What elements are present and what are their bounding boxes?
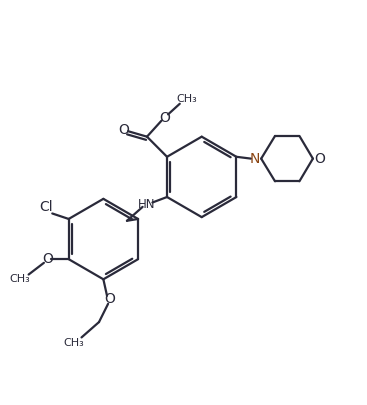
Text: O: O — [118, 124, 129, 137]
Text: Cl: Cl — [39, 200, 52, 214]
Text: HN: HN — [138, 198, 156, 211]
Text: O: O — [159, 111, 170, 125]
Text: N: N — [250, 151, 260, 166]
Text: CH₃: CH₃ — [63, 338, 84, 348]
Text: CH₃: CH₃ — [177, 94, 197, 104]
Text: O: O — [315, 151, 326, 166]
Text: CH₃: CH₃ — [9, 274, 30, 284]
Text: O: O — [42, 252, 53, 266]
Text: O: O — [105, 292, 115, 307]
